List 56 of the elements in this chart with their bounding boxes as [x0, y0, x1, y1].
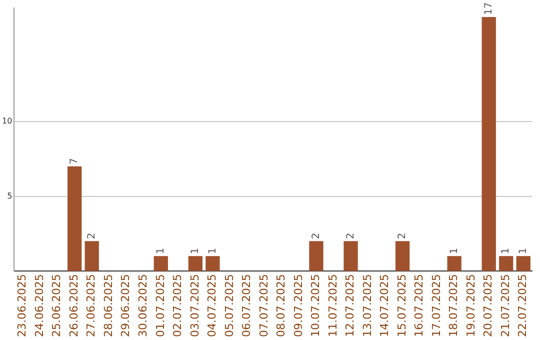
x-tick-label: 25.06.2025 [50, 274, 64, 338]
x-tick-label: 05.07.2025 [222, 274, 236, 338]
x-tick-label: 19.07.2025 [464, 274, 478, 338]
data-label: 1 [190, 248, 202, 254]
x-tick-label: 10.07.2025 [309, 274, 322, 338]
data-label: 17 [483, 2, 494, 15]
x-tick-label: 14.07.2025 [378, 274, 392, 338]
x-tick-label: 01.07.2025 [154, 274, 167, 338]
x-tick-label: 22.07.2025 [516, 274, 530, 338]
x-tick-label: 27.06.2025 [84, 274, 98, 338]
y-tick-label: 10 [2, 116, 12, 126]
x-tick-label: 12.07.2025 [344, 274, 357, 338]
bar [482, 16, 496, 272]
bar [516, 256, 530, 272]
x-tick-label: 26.06.2025 [67, 274, 80, 338]
data-label: 1 [500, 248, 512, 254]
data-label: 7 [69, 158, 80, 164]
x-tick-label: 24.06.2025 [32, 274, 46, 338]
x-tick-label: 04.07.2025 [206, 274, 219, 338]
bar [206, 256, 220, 272]
bar [68, 166, 82, 272]
data-label: 1 [207, 248, 218, 254]
bar [447, 256, 462, 272]
bar [395, 241, 410, 272]
x-tick-label: 09.07.2025 [292, 274, 305, 338]
data-label: 1 [155, 248, 166, 254]
data-label: 2 [310, 232, 322, 240]
x-tick-label: 16.07.2025 [412, 274, 426, 338]
x-tick-label: 11.07.2025 [326, 274, 340, 338]
x-tick-label: 20.07.2025 [482, 274, 495, 338]
bar [154, 256, 168, 272]
x-tick-label: 21.07.2025 [498, 274, 512, 338]
bar [309, 241, 324, 272]
x-tick-label: 03.07.2025 [188, 274, 202, 338]
data-label: 1 [518, 248, 529, 254]
y-tick-label: 5 [7, 191, 12, 200]
data-label: 2 [397, 232, 408, 240]
x-tick-label: 29.06.2025 [119, 274, 132, 338]
bar [188, 256, 202, 272]
data-label: 2 [345, 232, 356, 240]
x-tick-label: 08.07.2025 [274, 274, 288, 338]
x-tick-label: 13.07.2025 [360, 274, 374, 338]
data-label: 1 [448, 248, 460, 254]
x-tick-label: 02.07.2025 [171, 274, 184, 338]
x-tick-label: 28.06.2025 [102, 274, 115, 338]
bar [499, 256, 514, 272]
bar [344, 241, 358, 272]
x-tick-label: 17.07.2025 [430, 274, 443, 338]
x-tick-label: 06.07.2025 [240, 274, 254, 338]
x-tick-label: 07.07.2025 [257, 274, 270, 338]
x-tick-label: 30.06.2025 [136, 274, 150, 338]
x-tick-label: 23.06.2025 [16, 274, 29, 338]
x-tick-label: 18.07.2025 [447, 274, 460, 338]
x-tick-label: 15.07.2025 [395, 274, 408, 338]
data-label: 2 [86, 232, 98, 240]
bar [84, 241, 99, 272]
